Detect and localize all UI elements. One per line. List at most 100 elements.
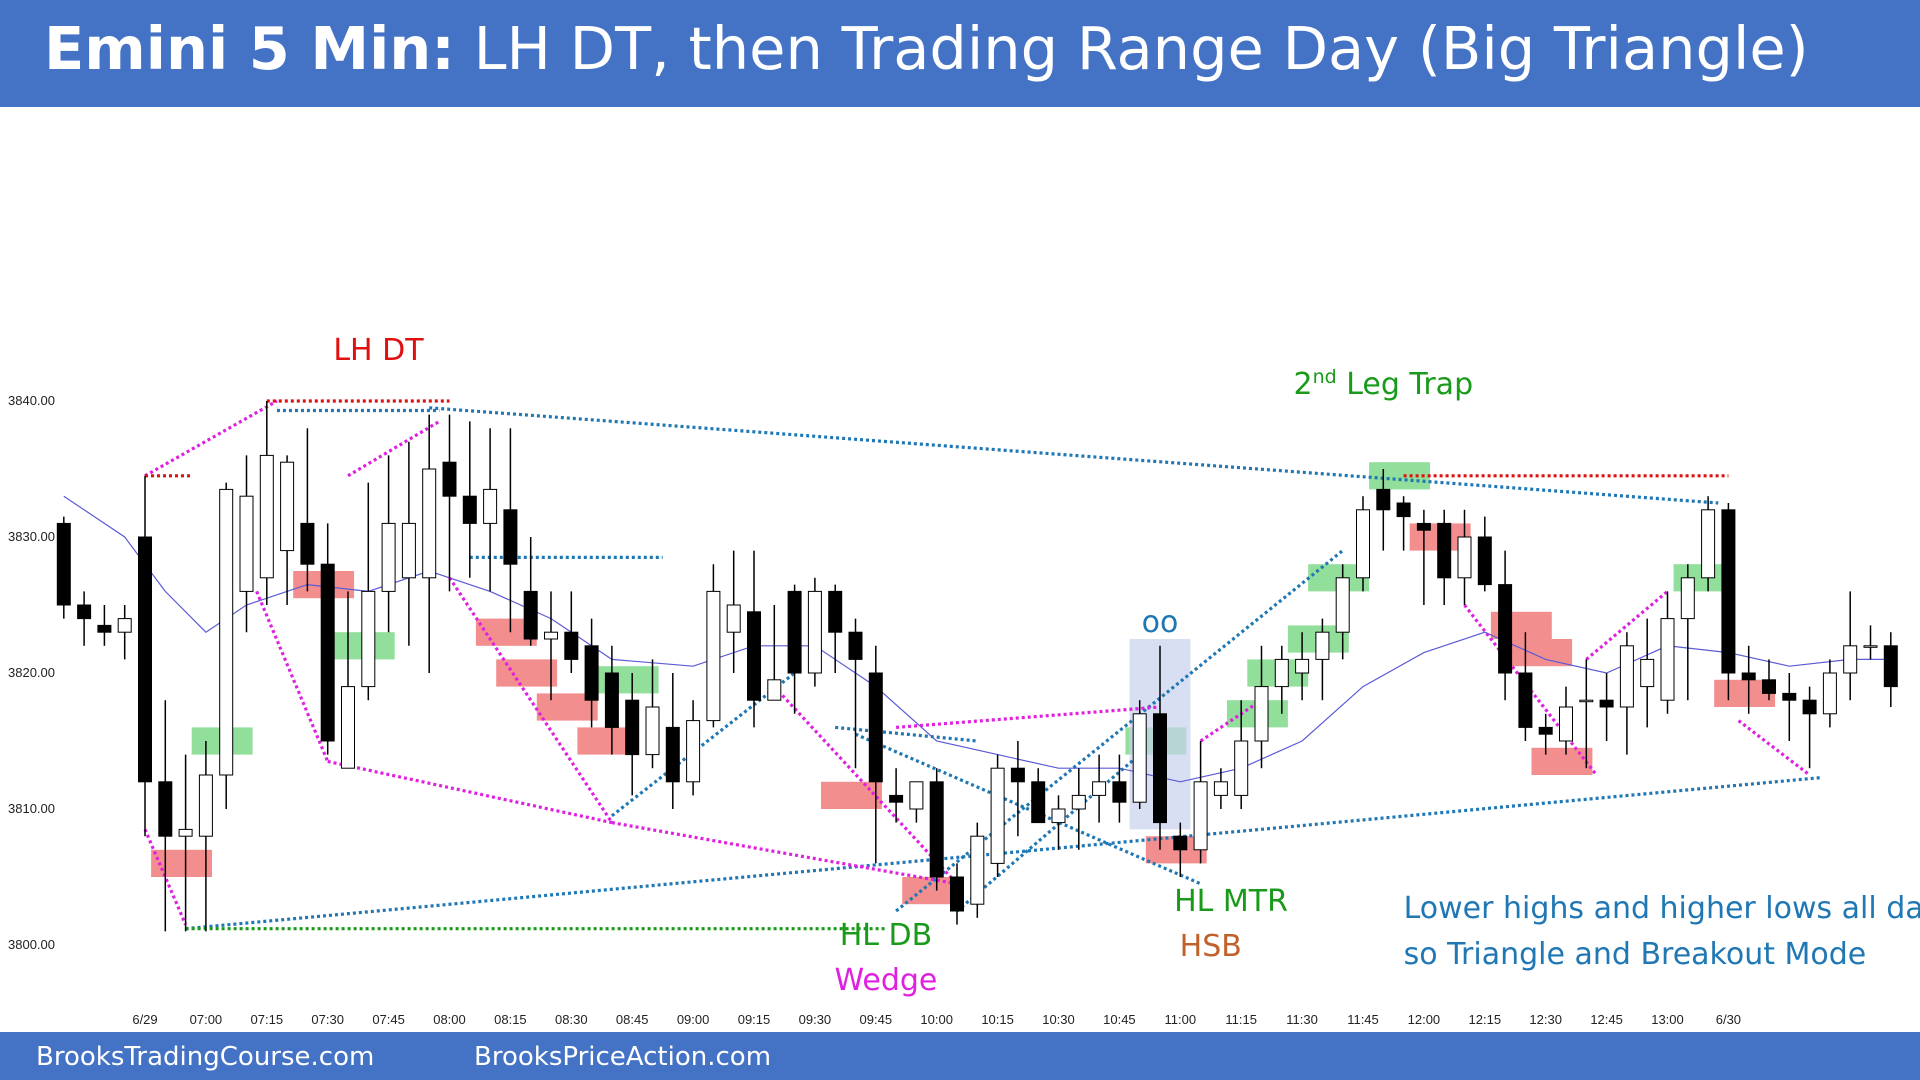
title-rest: LH DT, then Trading Range Day (Big Trian… bbox=[454, 14, 1809, 83]
y-tick-label: 3800.00 bbox=[8, 937, 55, 952]
candle-body bbox=[665, 726, 680, 783]
candle-body bbox=[929, 781, 944, 878]
x-tick-label: 11:00 bbox=[1165, 1012, 1197, 1027]
candle-body bbox=[158, 781, 173, 837]
x-tick-label: 12:45 bbox=[1590, 1012, 1623, 1027]
annotation-text: LH DT bbox=[333, 333, 424, 368]
candle-body bbox=[1071, 794, 1086, 810]
candle-body bbox=[767, 679, 782, 701]
candle-body bbox=[1437, 522, 1452, 579]
candle-body bbox=[1762, 679, 1776, 694]
annotation-text: HSB bbox=[1180, 929, 1242, 964]
x-tick-label: 09:30 bbox=[799, 1012, 832, 1027]
x-tick-label: 07:45 bbox=[372, 1012, 405, 1027]
magenta-trend-line bbox=[144, 399, 278, 478]
candle-body bbox=[361, 590, 376, 688]
footer-left-link[interactable]: BrooksTradingCourse.com bbox=[36, 1042, 375, 1072]
x-tick-label: 12:00 bbox=[1408, 1012, 1441, 1027]
magenta-trend-line bbox=[255, 590, 330, 763]
x-tick-label: 12:15 bbox=[1469, 1012, 1502, 1027]
candle-body bbox=[1173, 835, 1188, 851]
candle-body bbox=[787, 590, 802, 674]
candle-body bbox=[462, 495, 477, 524]
candle-body bbox=[848, 631, 863, 660]
green-signal-box bbox=[1369, 462, 1430, 490]
candle-body bbox=[1416, 522, 1431, 531]
footer-bar: BrooksTradingCourse.com BrooksPriceActio… bbox=[0, 1032, 1920, 1080]
candle-body bbox=[706, 590, 721, 722]
candle-body bbox=[1356, 509, 1370, 579]
footer-right-link[interactable]: BrooksPriceAction.com bbox=[474, 1042, 772, 1072]
candle-body bbox=[686, 720, 701, 783]
candle-body bbox=[138, 536, 152, 783]
red-signal-box bbox=[820, 781, 882, 809]
candle-body bbox=[1376, 488, 1391, 511]
candle-body bbox=[341, 686, 355, 769]
blue-trend-line bbox=[854, 732, 1202, 886]
candle-body bbox=[828, 590, 843, 633]
candle-body bbox=[1680, 577, 1695, 620]
y-tick-label: 3840.00 bbox=[8, 393, 55, 408]
candle-body bbox=[401, 522, 416, 579]
magenta-trend-line bbox=[143, 828, 188, 926]
candle-body bbox=[1315, 631, 1330, 660]
candle-body bbox=[564, 631, 579, 660]
y-tick-label: 3820.00 bbox=[8, 665, 55, 680]
page-title: Emini 5 Min: LH DT, then Trading Range D… bbox=[44, 14, 1809, 83]
candle-body bbox=[1254, 686, 1269, 742]
magenta-trend-line bbox=[1199, 698, 1263, 743]
candle-body bbox=[117, 618, 132, 633]
candle-body bbox=[523, 590, 538, 640]
annotation-text: 2nd Leg Trap bbox=[1293, 366, 1473, 402]
candle-body bbox=[950, 876, 964, 912]
x-tick-label: 13:00 bbox=[1651, 1012, 1684, 1027]
candle-body bbox=[1010, 767, 1025, 783]
x-tick-label: 09:00 bbox=[677, 1012, 710, 1027]
x-tick-label: 11:30 bbox=[1286, 1012, 1318, 1027]
candle-body bbox=[1741, 672, 1756, 681]
magenta-trend-line bbox=[347, 420, 441, 478]
blue-trend-line bbox=[610, 671, 796, 818]
annotation-text: oo bbox=[1142, 605, 1179, 640]
candle-body bbox=[1153, 713, 1167, 824]
candle-body bbox=[544, 631, 558, 640]
x-tick-label: 08:45 bbox=[616, 1012, 649, 1027]
candle-body bbox=[1274, 658, 1289, 688]
candle-body bbox=[1701, 509, 1716, 579]
magenta-trend-line bbox=[448, 576, 614, 824]
ema-line bbox=[63, 495, 1891, 783]
x-tick-label: 10:30 bbox=[1042, 1012, 1075, 1027]
candle-body bbox=[198, 774, 213, 837]
candle-body bbox=[1498, 584, 1513, 674]
candle-body bbox=[1335, 577, 1350, 633]
candle-body bbox=[219, 488, 234, 776]
candle-body bbox=[1883, 645, 1898, 688]
candle-body bbox=[320, 563, 335, 742]
candle-body bbox=[909, 781, 924, 810]
candle-body bbox=[381, 522, 396, 592]
candle-body bbox=[300, 522, 315, 565]
candle-body bbox=[1092, 781, 1107, 796]
red-signal-box bbox=[1511, 639, 1573, 667]
x-tick-label: 07:15 bbox=[251, 1012, 284, 1027]
x-tick-label: 11:15 bbox=[1225, 1012, 1257, 1027]
candle-body bbox=[604, 672, 619, 728]
candle-body bbox=[1518, 672, 1533, 728]
candle-body bbox=[1457, 536, 1472, 579]
candle-body bbox=[990, 767, 1005, 864]
x-tick-label: 09:15 bbox=[738, 1012, 771, 1027]
candle-body bbox=[1477, 536, 1492, 586]
candle-body bbox=[1112, 781, 1127, 803]
magenta-trend-line bbox=[1737, 719, 1811, 777]
magenta-trend-line bbox=[773, 685, 959, 885]
candle-body bbox=[1721, 509, 1736, 674]
annotation-text: HL DB bbox=[840, 918, 933, 953]
candle-body bbox=[1234, 740, 1249, 796]
candle-body bbox=[747, 611, 761, 701]
candle-body bbox=[1843, 645, 1858, 674]
candle-body bbox=[239, 495, 254, 592]
x-tick-label: 6/29 bbox=[132, 1012, 157, 1027]
x-tick-label: 09:45 bbox=[860, 1012, 893, 1027]
title-bar: Emini 5 Min: LH DT, then Trading Range D… bbox=[0, 0, 1920, 107]
x-tick-label: 6/30 bbox=[1716, 1012, 1741, 1027]
